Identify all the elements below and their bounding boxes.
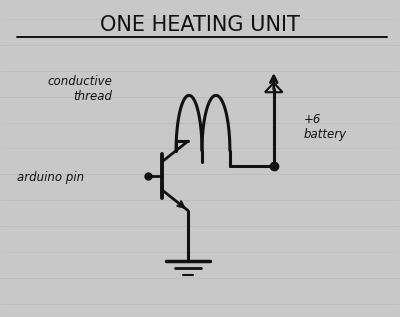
Text: ONE HEATING UNIT: ONE HEATING UNIT bbox=[100, 15, 300, 35]
Text: conductive
thread: conductive thread bbox=[48, 75, 112, 103]
Text: +6
battery: +6 battery bbox=[304, 113, 347, 141]
Text: arduino pin: arduino pin bbox=[17, 171, 84, 184]
